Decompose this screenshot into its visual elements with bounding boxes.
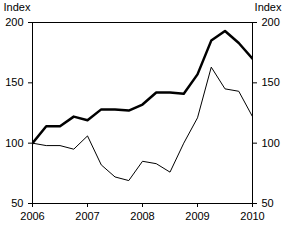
- svg-text:150: 150: [5, 76, 23, 88]
- svg-text:200: 200: [5, 16, 23, 28]
- svg-text:Index: Index: [255, 1, 282, 13]
- svg-text:2010: 2010: [240, 210, 264, 222]
- svg-text:100: 100: [5, 137, 23, 149]
- svg-text:2007: 2007: [75, 210, 99, 222]
- svg-text:100: 100: [262, 137, 280, 149]
- svg-text:2008: 2008: [130, 210, 154, 222]
- svg-text:50: 50: [11, 197, 23, 209]
- svg-text:150: 150: [262, 76, 280, 88]
- svg-text:2009: 2009: [185, 210, 209, 222]
- svg-text:200: 200: [262, 16, 280, 28]
- svg-text:50: 50: [262, 197, 274, 209]
- svg-text:Index: Index: [4, 1, 31, 13]
- svg-text:2006: 2006: [20, 210, 44, 222]
